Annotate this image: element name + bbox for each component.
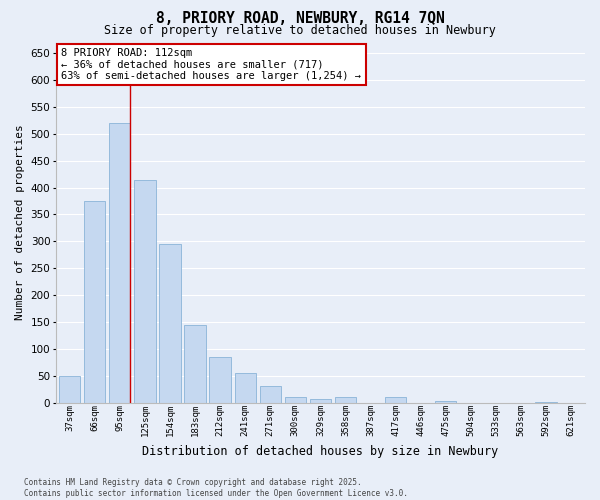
Y-axis label: Number of detached properties: Number of detached properties <box>15 124 25 320</box>
Text: Contains HM Land Registry data © Crown copyright and database right 2025.
Contai: Contains HM Land Registry data © Crown c… <box>24 478 408 498</box>
Text: 8, PRIORY ROAD, NEWBURY, RG14 7QN: 8, PRIORY ROAD, NEWBURY, RG14 7QN <box>155 11 445 26</box>
Text: Size of property relative to detached houses in Newbury: Size of property relative to detached ho… <box>104 24 496 37</box>
Bar <box>310 399 331 402</box>
Bar <box>84 201 106 402</box>
Bar <box>109 123 130 402</box>
X-axis label: Distribution of detached houses by size in Newbury: Distribution of detached houses by size … <box>142 444 499 458</box>
Bar <box>235 373 256 402</box>
Bar <box>209 357 231 403</box>
Bar <box>160 244 181 402</box>
Bar <box>59 376 80 402</box>
Bar <box>284 397 306 402</box>
Bar <box>134 180 155 402</box>
Bar <box>260 386 281 402</box>
Bar <box>184 324 206 402</box>
Bar <box>335 397 356 402</box>
Bar <box>385 397 406 402</box>
Text: 8 PRIORY ROAD: 112sqm
← 36% of detached houses are smaller (717)
63% of semi-det: 8 PRIORY ROAD: 112sqm ← 36% of detached … <box>61 48 361 82</box>
